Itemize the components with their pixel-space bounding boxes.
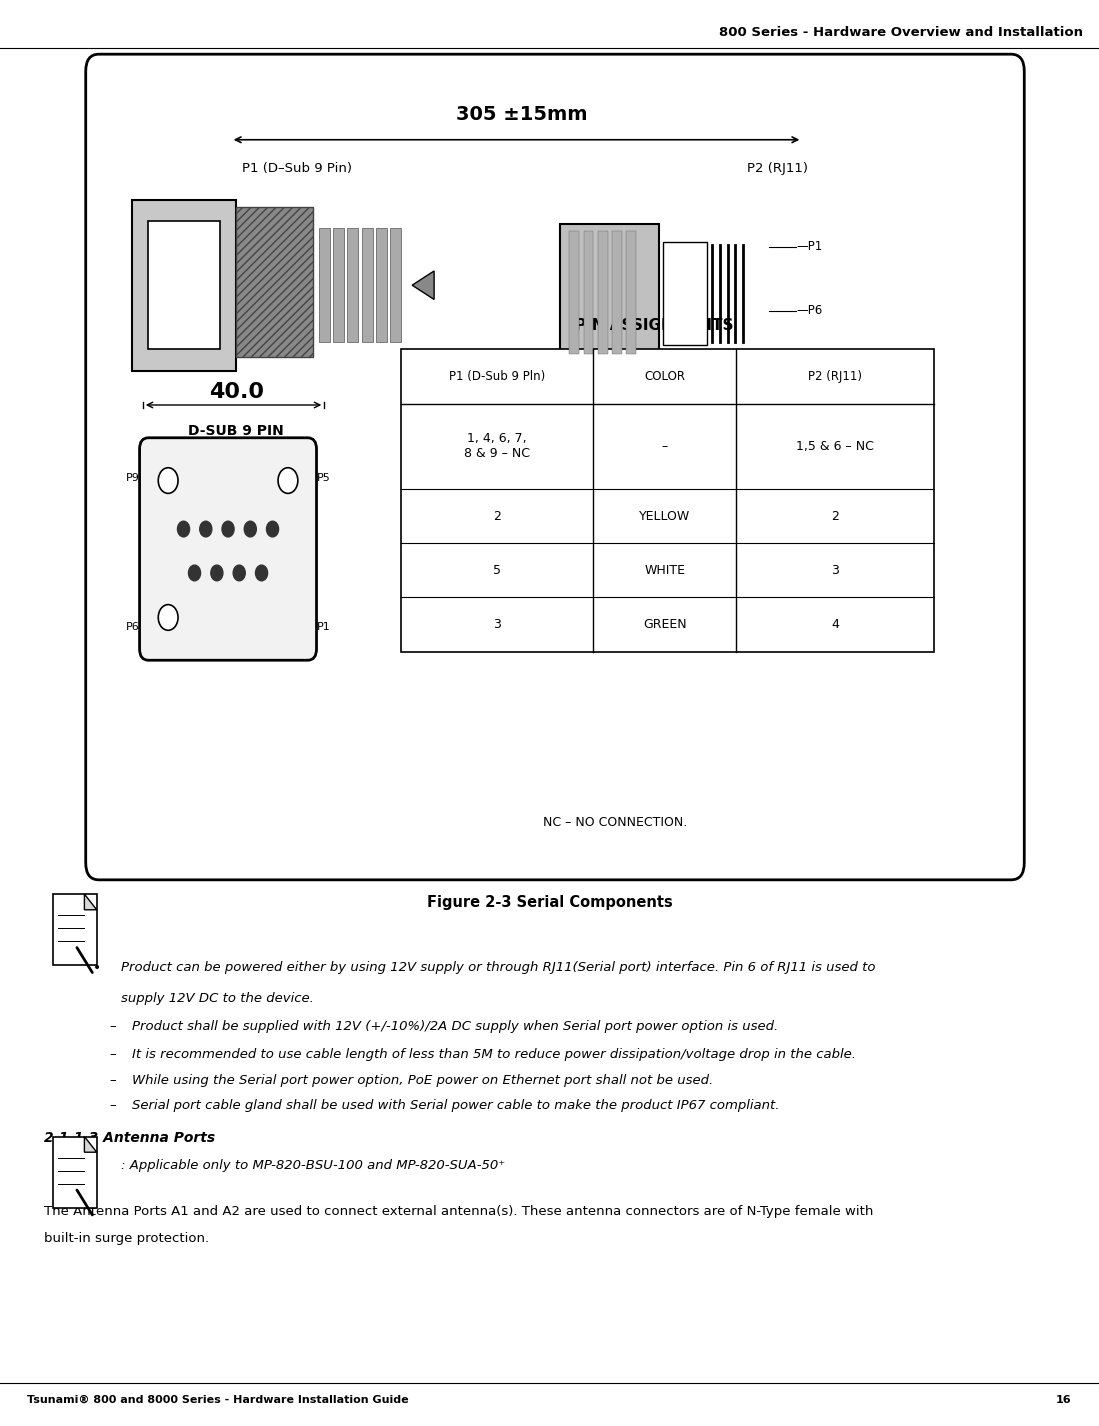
Text: Product can be powered either by using 12V supply or through RJ11(Serial port) i: Product can be powered either by using 1… (121, 961, 876, 974)
Bar (598, 231, 608, 354)
Text: P1 (D-Sub 9 Pln): P1 (D-Sub 9 Pln) (449, 369, 545, 384)
Polygon shape (85, 1137, 97, 1152)
Bar (53, 1137, 97, 1208)
FancyBboxPatch shape (140, 438, 317, 660)
Bar (569, 231, 579, 354)
Bar (663, 242, 707, 345)
Bar (612, 231, 622, 354)
Text: –: – (110, 1020, 116, 1032)
Text: 3: 3 (831, 563, 840, 578)
Polygon shape (85, 894, 97, 910)
Circle shape (200, 522, 212, 538)
Circle shape (255, 565, 268, 580)
Circle shape (267, 522, 279, 538)
Bar (236, 207, 313, 356)
Text: 3: 3 (493, 617, 501, 632)
Bar (626, 231, 636, 354)
Text: 2.1.1.3 Antenna Ports: 2.1.1.3 Antenna Ports (44, 1131, 215, 1145)
Bar (53, 894, 97, 965)
Circle shape (222, 522, 234, 538)
Text: —P6: —P6 (797, 304, 823, 318)
Circle shape (189, 565, 201, 580)
Bar (148, 221, 220, 349)
Text: PIN ASSIGNMENTS: PIN ASSIGNMENTS (575, 318, 733, 332)
Bar (401, 349, 934, 652)
Bar (347, 228, 358, 342)
Text: –: – (110, 1074, 116, 1087)
Circle shape (158, 468, 178, 493)
Text: P2 (RJ11): P2 (RJ11) (747, 161, 809, 175)
Text: 16: 16 (1056, 1395, 1072, 1405)
Text: P5: P5 (317, 472, 331, 483)
Text: COLOR: COLOR (644, 369, 686, 384)
Text: supply 12V DC to the device.: supply 12V DC to the device. (121, 992, 314, 1005)
Text: 1,5 & 6 – NC: 1,5 & 6 – NC (797, 439, 874, 453)
Text: –: – (110, 1048, 116, 1061)
Text: P6: P6 (125, 622, 140, 633)
Polygon shape (412, 271, 434, 299)
Text: P9: P9 (125, 472, 140, 483)
Circle shape (244, 522, 256, 538)
Text: WHITE: WHITE (644, 563, 686, 578)
Bar (390, 228, 401, 342)
Text: 4: 4 (831, 617, 840, 632)
Text: NC – NO CONNECTION.: NC – NO CONNECTION. (543, 816, 688, 830)
Text: D-SUB 9 PIN: D-SUB 9 PIN (188, 424, 285, 438)
Bar (362, 228, 373, 342)
Text: 2: 2 (493, 509, 501, 523)
Text: 800 Series - Hardware Overview and Installation: 800 Series - Hardware Overview and Insta… (719, 26, 1083, 40)
Text: P1 (D–Sub 9 Pin): P1 (D–Sub 9 Pin) (242, 161, 352, 175)
Text: —P1: —P1 (797, 240, 823, 254)
Circle shape (211, 565, 223, 580)
Text: Serial port cable gland shall be used with Serial power cable to make the produc: Serial port cable gland shall be used wi… (132, 1099, 779, 1112)
Text: 5: 5 (493, 563, 501, 578)
Circle shape (178, 522, 190, 538)
Text: P2 (RJ11): P2 (RJ11) (808, 369, 863, 384)
Bar (132, 200, 236, 371)
Bar (560, 224, 659, 359)
Text: The Antenna Ports A1 and A2 are used to connect external antenna(s). These anten: The Antenna Ports A1 and A2 are used to … (44, 1205, 874, 1218)
Text: –: – (662, 439, 668, 453)
Text: Figure 2-3 Serial Components: Figure 2-3 Serial Components (426, 896, 673, 910)
Text: Product shall be supplied with 12V (+/-10%)/2A DC supply when Serial port power : Product shall be supplied with 12V (+/-1… (132, 1020, 778, 1032)
Text: YELLOW: YELLOW (640, 509, 690, 523)
Bar (333, 228, 344, 342)
FancyBboxPatch shape (86, 54, 1024, 880)
Text: It is recommended to use cable length of less than 5M to reduce power dissipatio: It is recommended to use cable length of… (132, 1048, 856, 1061)
Text: 40.0: 40.0 (209, 382, 264, 402)
Circle shape (278, 468, 298, 493)
Text: P1: P1 (317, 622, 331, 633)
Circle shape (233, 565, 245, 580)
Text: –: – (110, 1099, 116, 1112)
Bar (584, 231, 593, 354)
Bar (319, 228, 330, 342)
Text: •: • (93, 961, 101, 975)
Text: While using the Serial port power option, PoE power on Ethernet port shall not b: While using the Serial port power option… (132, 1074, 713, 1087)
Text: Tsunami® 800 and 8000 Series - Hardware Installation Guide: Tsunami® 800 and 8000 Series - Hardware … (27, 1395, 409, 1405)
Text: built-in surge protection.: built-in surge protection. (44, 1232, 209, 1245)
Text: 305 ±15mm: 305 ±15mm (456, 104, 588, 124)
Text: : Applicable only to MP-820-BSU-100 and MP-820-SUA-50⁺: : Applicable only to MP-820-BSU-100 and … (121, 1158, 506, 1172)
Circle shape (158, 605, 178, 630)
Text: 2: 2 (831, 509, 840, 523)
Text: 1, 4, 6, 7,
8 & 9 – NC: 1, 4, 6, 7, 8 & 9 – NC (464, 432, 531, 461)
Text: GREEN: GREEN (643, 617, 687, 632)
Bar (376, 228, 387, 342)
